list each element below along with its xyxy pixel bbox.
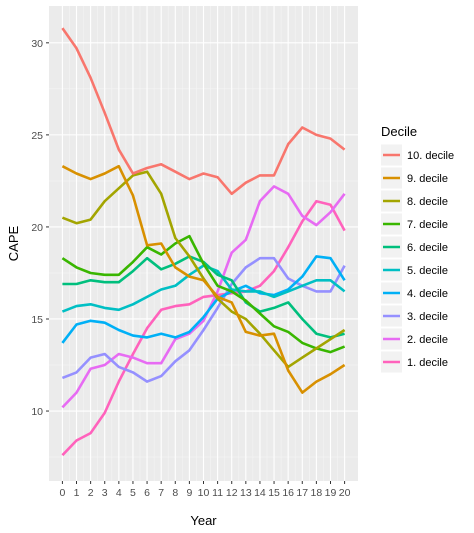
series-line bbox=[61, 170, 346, 369]
series-lines bbox=[61, 27, 346, 457]
x-tick-label: 6 bbox=[144, 487, 150, 499]
x-tick-label: 3 bbox=[102, 487, 108, 499]
x-tick-label: 18 bbox=[311, 487, 323, 499]
legend-label: 10. decile bbox=[407, 150, 454, 162]
x-tick-label: 17 bbox=[296, 487, 308, 499]
x-tick-label: 15 bbox=[268, 487, 280, 499]
series-line bbox=[61, 256, 346, 383]
series-line bbox=[61, 27, 346, 196]
legend-label: 6. decile bbox=[407, 242, 448, 254]
legend-label: 4. decile bbox=[407, 288, 448, 300]
series-line bbox=[61, 185, 346, 409]
x-axis-ticks: 0 1 2 3 4 5 6 7 8 9 10 11 12 13 14 15 16 17 18 19 20 bbox=[59, 481, 351, 499]
x-tick-label: 13 bbox=[240, 487, 252, 499]
y-tick-label: 10 bbox=[31, 406, 43, 418]
x-tick-label: 14 bbox=[254, 487, 266, 499]
series-line bbox=[61, 199, 346, 457]
legend-label: 5. decile bbox=[407, 265, 448, 277]
x-tick-label: 9 bbox=[186, 487, 192, 499]
legend-label: 9. decile bbox=[407, 173, 448, 185]
x-tick-label: 2 bbox=[88, 487, 94, 499]
x-tick-label: 1 bbox=[74, 487, 80, 499]
legend-label: 1. decile bbox=[407, 357, 448, 369]
legend-label: 7. decile bbox=[407, 219, 448, 231]
legend-label: 2. decile bbox=[407, 334, 448, 346]
series-line bbox=[61, 255, 346, 344]
x-tick-label: 4 bbox=[116, 487, 122, 499]
legend-label: 3. decile bbox=[407, 311, 448, 323]
y-axis-title: CAPE bbox=[6, 225, 21, 261]
y-axis-ticks: 10 15 20 25 30 bbox=[31, 38, 49, 418]
x-tick-label: 20 bbox=[339, 487, 351, 499]
x-axis-title: Year bbox=[190, 513, 217, 528]
x-tick-label: 8 bbox=[172, 487, 178, 499]
x-tick-label: 5 bbox=[130, 487, 136, 499]
series-line bbox=[61, 234, 346, 354]
y-tick-label: 30 bbox=[31, 38, 43, 50]
x-tick-label: 16 bbox=[282, 487, 294, 499]
x-tick-label: 10 bbox=[198, 487, 210, 499]
legend-title: Decile bbox=[381, 124, 417, 139]
x-tick-label: 7 bbox=[158, 487, 164, 499]
legend: Decile 10. decile 9. decile 8. decile 7. de… bbox=[381, 124, 454, 373]
x-tick-label: 0 bbox=[59, 487, 65, 499]
series-line bbox=[61, 164, 346, 394]
legend-label: 8. decile bbox=[407, 196, 448, 208]
x-tick-label: 19 bbox=[325, 487, 337, 499]
y-tick-label: 15 bbox=[31, 314, 43, 326]
y-tick-label: 25 bbox=[31, 130, 43, 142]
x-tick-label: 12 bbox=[226, 487, 238, 499]
y-tick-label: 20 bbox=[31, 222, 43, 234]
x-tick-label: 11 bbox=[212, 487, 223, 499]
